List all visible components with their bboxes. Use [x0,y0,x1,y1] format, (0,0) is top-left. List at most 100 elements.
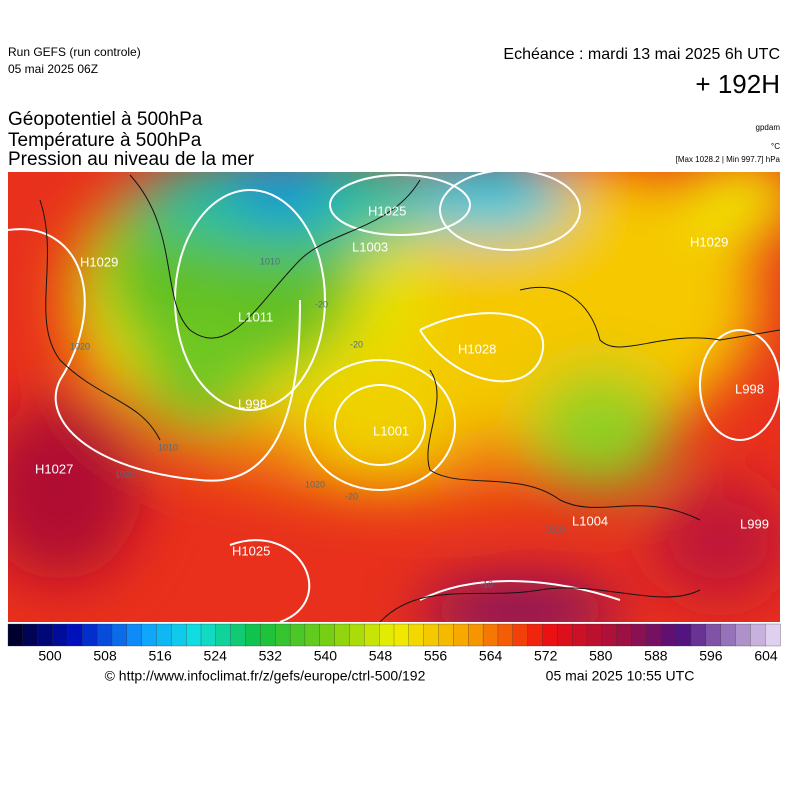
colorbar-swatch [735,623,751,647]
unit: gpdam [756,123,781,132]
colorbar-swatch [319,623,336,647]
colorbar-swatch [675,623,692,647]
colorbar-tick-label: 580 [589,648,613,664]
contour-label: -20 [345,491,358,501]
colorbar-swatch [423,623,440,647]
colorbar-swatch [601,623,618,647]
colorbar-swatch [468,623,484,647]
colorbar-tick-label: 516 [148,648,172,664]
colorbar-swatch [200,623,217,647]
colorbar-swatch [765,623,781,647]
colorbar-swatch [690,623,707,647]
colorbar-swatch [393,623,410,647]
colorbar-tick-label: 508 [93,648,117,664]
colorbar-swatch [705,623,722,647]
colorbar-swatch [245,623,262,647]
contour-label: -20 [350,339,363,349]
colorbar-swatch [111,623,128,647]
colorbar-swatch [572,623,588,647]
colorbar-swatch [96,623,113,647]
colorbar-swatch [126,623,143,647]
run: Run GEFS (run controle) [8,45,141,59]
contour-label: 1010 [260,256,280,266]
colorbar-swatch [171,623,187,647]
pressure-label: H1028 [458,341,496,356]
footer-timestamp: 05 mai 2025 10:55 UTC [546,668,695,684]
colorbar-swatch [542,623,558,647]
colorbar-swatch [37,623,54,647]
colorbar-tick-label: 596 [699,648,723,664]
colorbar-swatch [616,623,633,647]
colorbar-swatch [586,623,603,647]
colorbar-tick-label: 500 [38,648,62,664]
colorbar-swatch [438,623,455,647]
contour-label: 1020 [70,341,90,351]
colorbar-swatch [750,623,766,647]
colorbar-swatch [334,623,351,647]
colorbar-tick-label: 548 [369,648,393,664]
colorbar-swatch [304,623,321,647]
isobars [8,172,780,622]
contour-label: -10 [480,579,493,589]
pressure-label: L999 [740,516,769,531]
colorbar-swatch [230,623,247,647]
colorbar-swatch [408,623,425,647]
colorbar-tick-label: 604 [754,648,778,664]
colorbar-swatch [22,623,39,647]
map [8,172,780,622]
contour-label: 1010 [545,524,565,534]
colorbar-swatch [453,623,469,647]
pressure-label: L1001 [373,423,409,438]
pressure-label: L1004 [572,513,608,528]
colorbar-swatch [7,623,24,647]
colorbar-swatch [349,623,365,647]
colorbar-tick-label: 588 [644,648,668,664]
colorbar-swatch [720,623,737,647]
colorbar-swatch [497,623,514,647]
colorbar-swatch [482,623,499,647]
colorbar-tick-label: 540 [314,648,338,664]
colorbar-swatch [512,623,529,647]
pressure-label: L998 [238,396,267,411]
title: Pression au niveau de la mer [8,149,255,170]
colorbar-swatch [141,623,158,647]
coastlines [39,174,780,622]
colorbar-tick-label: 532 [259,648,283,664]
colorbar-tick-label: 556 [424,648,448,664]
colorbar-swatch [289,623,306,647]
pressure-label: H1027 [35,461,73,476]
colorbar-swatch [156,623,172,647]
colorbar: 500 508 516 524 532 540 548 556 564 572 580 588 596 6… [7,623,781,664]
footer-url: © http://www.infoclimat.fr/z/gefs/europe… [105,668,426,684]
pressure-label: H1025 [368,203,406,218]
colorbar-swatch [364,623,380,647]
pressure-label: H1029 [690,234,728,249]
pressure-label: H1029 [80,254,118,269]
colorbar-swatch [82,623,98,647]
colorbar-swatch [379,623,395,647]
contour-label: 1020 [305,479,325,489]
fields [8,172,780,622]
colorbar-swatch [527,623,544,647]
colorbar-swatch [67,623,83,647]
unit: [Max 1028.2 | Min 997.7] hPa [676,155,781,164]
colorbar-swatch [646,623,662,647]
pressure-label: L1011 [238,309,273,324]
pressure-label: L1003 [352,239,388,254]
run-date: 05 mai 2025 06Z [8,62,98,76]
colorbar-swatch [275,623,291,647]
colorbar-tick-label: 572 [534,648,558,664]
colorbar-swatch [215,623,232,647]
colorbar-swatch [557,623,573,647]
contour-label: 1020 [115,469,135,479]
map-labels: H1025 L1003 H1029 L1011 L998 H1028 L1001 H1027 H… [35,203,769,589]
colorbar-swatch [631,623,648,647]
contour-label: 1010 [158,442,178,452]
unit: °C [771,142,780,151]
colorbar-swatch [661,623,677,647]
colorbar-tick-label: 564 [479,648,503,664]
colorbar-swatch [260,623,276,647]
pressure-label: L998 [735,381,764,396]
colorbar-tick-label: 524 [204,648,228,664]
